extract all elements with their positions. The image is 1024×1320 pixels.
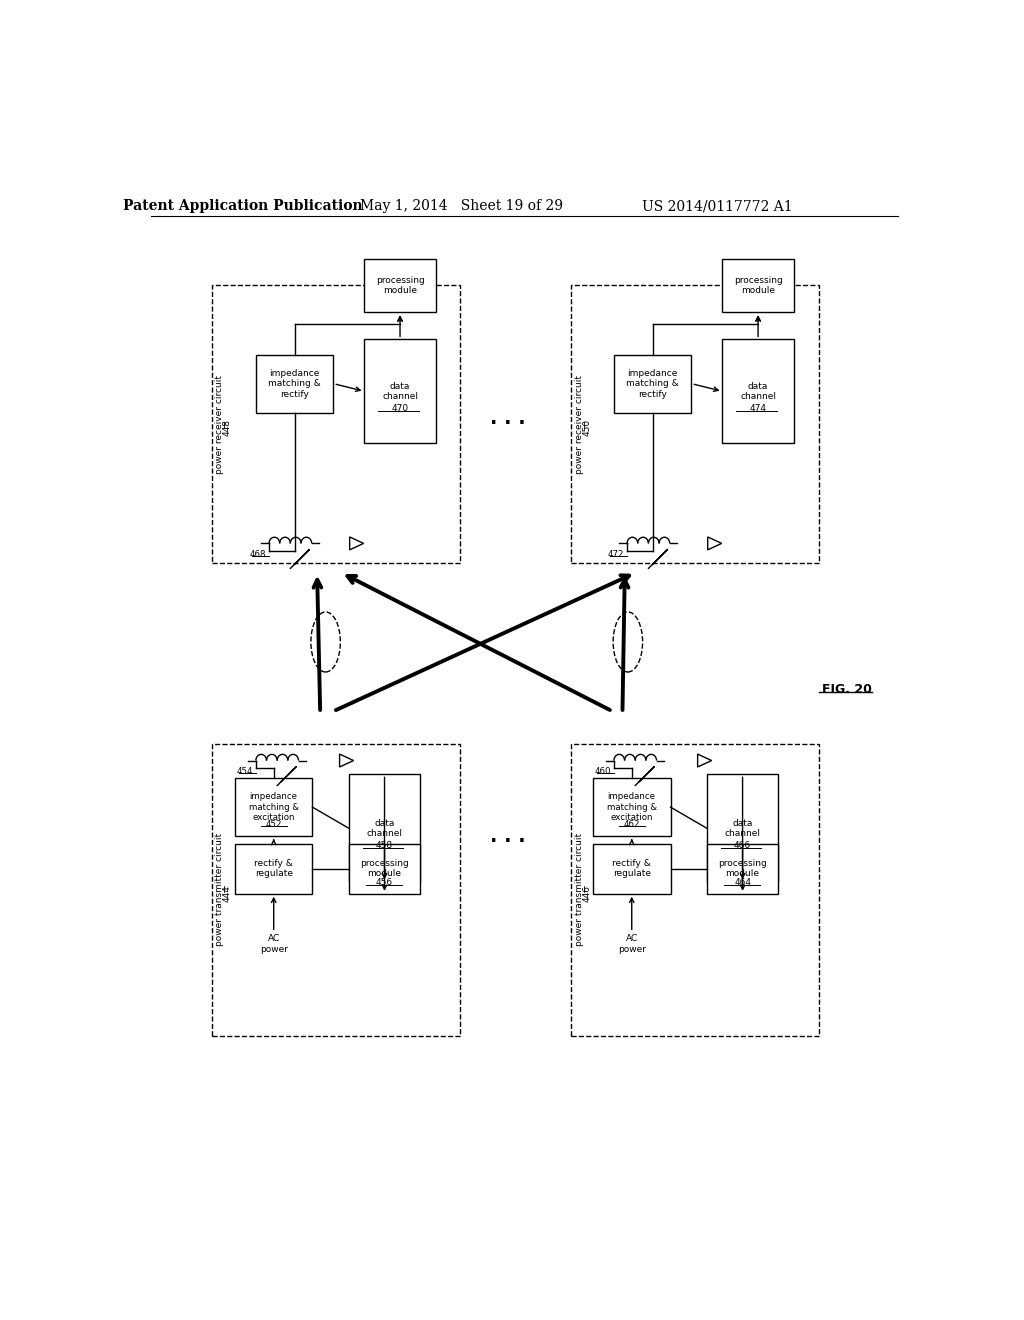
Text: data
channel: data channel [740,381,776,401]
Bar [593,843,671,894]
Text: 468: 468 [249,549,265,558]
Text: 458: 458 [376,841,393,850]
Bar [571,743,819,1036]
Text: processing
module: processing module [360,859,409,878]
Text: processing
module: processing module [376,276,424,296]
Text: AC
power: AC power [617,935,646,953]
Text: impedance
matching &
excitation: impedance matching & excitation [249,792,299,822]
Text: power transmitter circuit: power transmitter circuit [574,833,584,946]
Text: impedance
matching &
excitation: impedance matching & excitation [607,792,656,822]
Text: 464: 464 [734,878,751,887]
Bar [722,339,794,444]
Text: 452: 452 [265,820,282,829]
Bar [234,843,312,894]
Text: power receiver circuit: power receiver circuit [574,375,584,474]
Bar [614,355,691,412]
Text: processing
module: processing module [718,859,767,878]
Bar [593,779,671,836]
Text: 450: 450 [583,420,591,437]
Bar [707,775,778,882]
Bar [707,843,778,894]
Text: impedance
matching &
rectify: impedance matching & rectify [627,368,679,399]
Text: 456: 456 [376,878,393,887]
Bar [722,259,794,313]
Text: power receiver circuit: power receiver circuit [215,375,224,474]
Text: data
channel: data channel [367,818,402,838]
Text: May 1, 2014   Sheet 19 of 29: May 1, 2014 Sheet 19 of 29 [359,199,563,213]
Text: 444: 444 [222,886,231,902]
Text: 466: 466 [734,841,752,850]
Text: . . .: . . . [489,409,525,428]
Text: 454: 454 [237,767,253,776]
Bar [212,285,460,562]
Bar [349,843,420,894]
Text: 470: 470 [391,404,409,413]
Bar [349,775,420,882]
Text: 472: 472 [607,549,624,558]
Text: power transmitter circuit: power transmitter circuit [215,833,224,946]
Text: AC
power: AC power [260,935,288,953]
Bar [234,779,312,836]
Bar [365,339,435,444]
Text: impedance
matching &
rectify: impedance matching & rectify [268,368,321,399]
Text: FIG. 20: FIG. 20 [821,684,871,696]
Text: rectify &
regulate: rectify & regulate [612,859,651,878]
Text: processing
module: processing module [734,276,782,296]
Text: data
channel: data channel [725,818,761,838]
Bar [212,743,460,1036]
Text: rectify &
regulate: rectify & regulate [254,859,293,878]
Bar [571,285,819,562]
Text: 462: 462 [624,820,640,829]
Text: 460: 460 [595,767,611,776]
Text: data
channel: data channel [382,381,418,401]
Text: 474: 474 [750,404,767,413]
Text: US 2014/0117772 A1: US 2014/0117772 A1 [642,199,793,213]
Text: 448: 448 [222,420,231,437]
Text: Patent Application Publication: Patent Application Publication [123,199,362,213]
Bar [256,355,334,412]
Text: 446: 446 [583,886,591,903]
Text: . . .: . . . [489,826,525,846]
Bar [365,259,435,313]
